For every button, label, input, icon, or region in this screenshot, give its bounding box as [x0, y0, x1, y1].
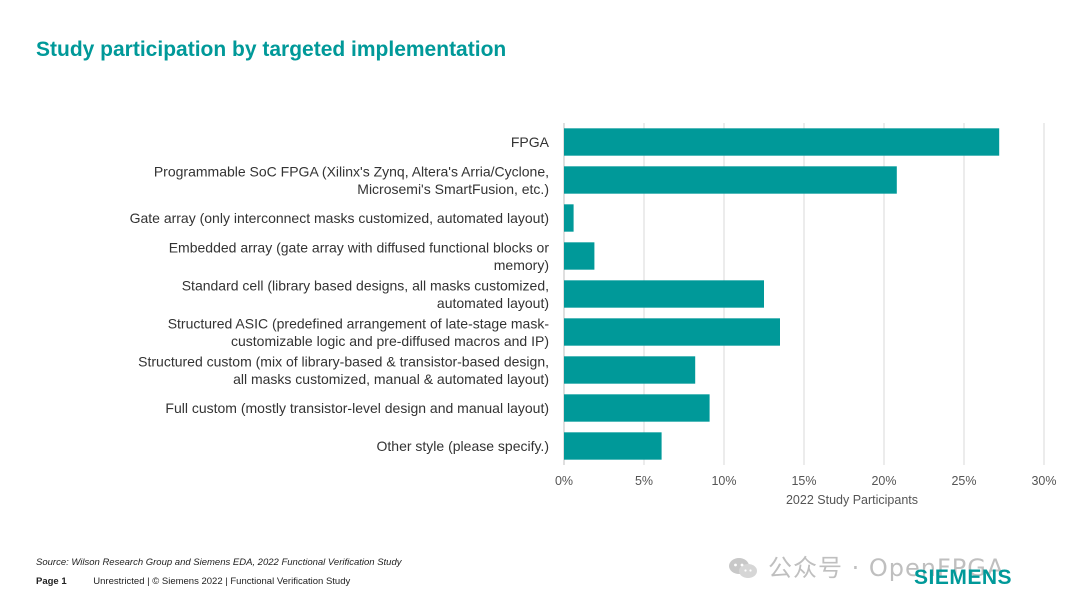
bar: [564, 318, 780, 346]
x-tick-label: 10%: [711, 474, 736, 488]
category-label-line: Microsemi's SmartFusion, etc.): [357, 181, 549, 197]
wechat-icon: [729, 558, 757, 578]
x-axis-label: 2022 Study Participants: [786, 493, 918, 507]
footer: Page 1 Unrestricted | © Siemens 2022 | F…: [36, 576, 350, 587]
category-label-line: Full custom (mostly transistor-level des…: [165, 400, 549, 416]
category-label: Embedded array (gate array with diffused…: [169, 239, 550, 273]
bar: [564, 128, 1000, 156]
category-label: Gate array (only interconnect masks cust…: [130, 210, 549, 226]
category-label-line: memory): [494, 257, 549, 273]
category-labels: FPGA Programmable SoC FPGA (Xilinx's Zynq…: [130, 134, 550, 454]
x-tick-label: 20%: [871, 474, 896, 488]
category-label-line: Gate array (only interconnect masks cust…: [130, 210, 549, 226]
bars: [564, 128, 1000, 460]
category-label-line: Other style (please specify.): [377, 438, 549, 454]
x-tick-labels: 0% 5% 10% 15% 20% 25% 30%: [555, 474, 1057, 488]
category-label: Other style (please specify.): [377, 438, 549, 454]
bar-chart: FPGA Programmable SoC FPGA (Xilinx's Zynq…: [130, 123, 1057, 507]
category-label: Programmable SoC FPGA (Xilinx's Zynq, Al…: [154, 163, 549, 197]
bar: [564, 166, 897, 194]
x-tick-label: 25%: [951, 474, 976, 488]
bar: [564, 432, 662, 460]
source-note: Source: Wilson Research Group and Siemen…: [36, 557, 402, 568]
category-label-line: FPGA: [511, 134, 550, 150]
category-label: Full custom (mostly transistor-level des…: [165, 400, 549, 416]
category-label-line: Standard cell (library based designs, al…: [182, 277, 549, 293]
category-label-line: customizable logic and pre-diffused macr…: [231, 333, 549, 349]
page-number: Page 1: [36, 576, 67, 587]
category-label: FPGA: [511, 134, 550, 150]
bar: [564, 394, 710, 422]
x-tick-label: 0%: [555, 474, 573, 488]
x-tick-label: 30%: [1031, 474, 1056, 488]
category-label-line: Structured custom (mix of library-based …: [138, 353, 549, 369]
bar: [564, 242, 595, 270]
bar: [564, 280, 764, 308]
category-label: Structured custom (mix of library-based …: [138, 353, 549, 387]
footer-text: Unrestricted | © Siemens 2022 | Function…: [93, 576, 351, 587]
chart-title: Study participation by targeted implemen…: [36, 38, 507, 61]
bar: [564, 204, 574, 232]
category-label-line: Programmable SoC FPGA (Xilinx's Zynq, Al…: [154, 163, 549, 179]
x-tick-label: 5%: [635, 474, 653, 488]
siemens-logo: SIEMENS: [914, 566, 1013, 589]
category-label: Structured ASIC (predefined arrangement …: [168, 315, 550, 349]
bar: [564, 356, 696, 384]
x-tick-label: 15%: [791, 474, 816, 488]
watermark-text: 公众号 · OpenFPGA: [768, 554, 1005, 582]
category-label-line: automated layout): [437, 295, 549, 311]
category-label: Standard cell (library based designs, al…: [182, 277, 549, 311]
category-label-line: all masks customized, manual & automated…: [233, 371, 549, 387]
category-label-line: Structured ASIC (predefined arrangement …: [168, 315, 550, 331]
watermark: 公众号 · OpenFPGA: [728, 548, 1004, 583]
category-label-line: Embedded array (gate array with diffused…: [169, 239, 550, 255]
